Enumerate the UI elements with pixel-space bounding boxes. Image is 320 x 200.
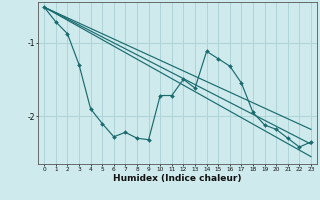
- X-axis label: Humidex (Indice chaleur): Humidex (Indice chaleur): [113, 174, 242, 183]
